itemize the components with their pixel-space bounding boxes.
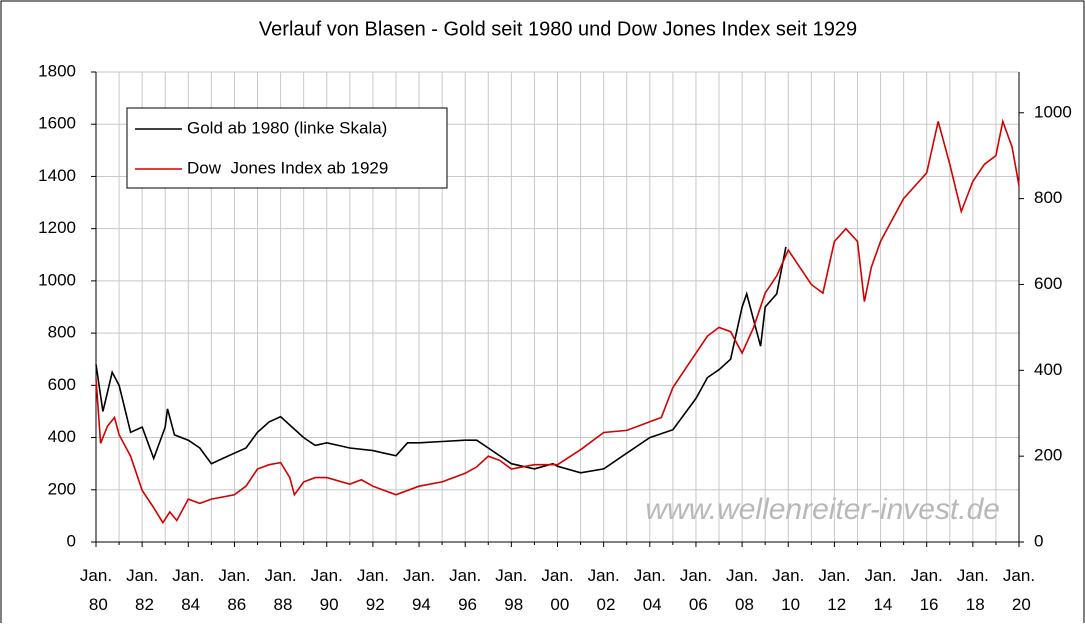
x-tick-label-line: Jan. xyxy=(541,566,573,585)
x-tick-label-line: 20 xyxy=(1007,595,1031,614)
x-tick-label: Jan. 12 xyxy=(818,566,850,614)
x-tick-label: Jan. 86 xyxy=(218,566,250,614)
x-tick-label: Jan. 08 xyxy=(726,566,758,614)
x-tick-label-line: Jan. xyxy=(218,566,250,585)
x-tick-label: Jan. 98 xyxy=(495,566,527,614)
y-tick-label: 600 xyxy=(48,375,76,394)
watermark: www.wellenreiter-invest.de xyxy=(645,493,1000,526)
y-tick-label: 1600 xyxy=(38,114,76,133)
x-tick-label: Jan. 00 xyxy=(541,566,573,614)
x-tick-label: Jan. 92 xyxy=(357,566,389,614)
x-tick-label-line: 18 xyxy=(961,595,985,614)
y2-tick-label: 200 xyxy=(1034,446,1062,465)
y2-tick-label: 400 xyxy=(1034,360,1062,379)
x-tick-label-line: Jan. xyxy=(772,566,804,585)
x-tick-label-line: Jan. xyxy=(634,566,666,585)
x-tick-label-line: 06 xyxy=(684,595,708,614)
legend-label: Dow Jones Index ab 1929 xyxy=(187,158,388,177)
x-tick-label-line: Jan. xyxy=(864,566,896,585)
x-tick-label-line: Jan. xyxy=(818,566,850,585)
x-tick-label: Jan. 02 xyxy=(588,566,620,614)
x-tick-label-line: 10 xyxy=(776,595,800,614)
x-tick-label-line: 84 xyxy=(176,595,200,614)
x-tick-label: Jan. 80 xyxy=(80,566,112,614)
x-tick-label-line: 16 xyxy=(915,595,939,614)
x-tick-label-line: 02 xyxy=(592,595,616,614)
x-tick-label-line: 82 xyxy=(130,595,154,614)
x-tick-label: Jan. 90 xyxy=(311,566,343,614)
x-tick-label: Jan. 16 xyxy=(911,566,943,614)
x-tick-label-line: Jan. xyxy=(449,566,481,585)
y2-tick-label: 0 xyxy=(1034,531,1043,550)
y-tick-label: 1800 xyxy=(38,61,76,80)
x-tick-label-line: Jan. xyxy=(172,566,204,585)
x-tick-label: Jan. 20 xyxy=(1003,566,1035,614)
legend-label: Gold ab 1980 (linke Skala) xyxy=(187,118,387,137)
x-tick-label-line: Jan. xyxy=(588,566,620,585)
x-tick-label-line: 00 xyxy=(546,595,570,614)
x-tick-label-line: 94 xyxy=(407,595,431,614)
x-tick-label-line: Jan. xyxy=(311,566,343,585)
x-tick-label-line: Jan. xyxy=(403,566,435,585)
x-tick-label-line: 92 xyxy=(361,595,385,614)
x-tick-label-line: Jan. xyxy=(1003,566,1035,585)
y-tick-label: 0 xyxy=(67,531,76,550)
legend-box xyxy=(126,107,448,189)
x-tick-label-line: Jan. xyxy=(957,566,989,585)
y2-tick-label: 600 xyxy=(1034,274,1062,293)
x-tick-label-line: 90 xyxy=(315,595,339,614)
y-tick-label: 200 xyxy=(48,479,76,498)
y2-tick-label: 1000 xyxy=(1034,102,1072,121)
data-line xyxy=(95,118,1020,525)
x-tick-label: Jan. 82 xyxy=(126,566,158,614)
x-tick-label-line: 88 xyxy=(269,595,293,614)
x-tick-label: Jan. 14 xyxy=(864,566,896,614)
x-tick-label-line: 14 xyxy=(869,595,893,614)
x-tick-label-line: Jan. xyxy=(726,566,758,585)
data-line xyxy=(95,246,787,474)
x-tick-label: Jan. 06 xyxy=(680,566,712,614)
x-tick-label: Jan. 18 xyxy=(957,566,989,614)
x-tick-label: Jan. 96 xyxy=(449,566,481,614)
y-tick-label: 1000 xyxy=(38,270,76,289)
x-tick-label-line: Jan. xyxy=(126,566,158,585)
y-tick-label: 800 xyxy=(48,323,76,342)
x-tick-label-line: Jan. xyxy=(680,566,712,585)
chart-title: Verlauf von Blasen - Gold seit 1980 und … xyxy=(259,18,857,40)
x-tick-label-line: Jan. xyxy=(80,566,112,585)
x-tick-label-line: 98 xyxy=(500,595,524,614)
x-tick-label-line: Jan. xyxy=(357,566,389,585)
x-tick-label-line: 86 xyxy=(223,595,247,614)
x-tick-label-line: 80 xyxy=(84,595,108,614)
x-tick-label-line: 96 xyxy=(453,595,477,614)
x-tick-label: Jan. 10 xyxy=(772,566,804,614)
x-tick-label-line: 12 xyxy=(823,595,847,614)
x-tick-label: Jan. 88 xyxy=(265,566,297,614)
x-tick-label-line: 08 xyxy=(730,595,754,614)
x-tick-label: Jan. 04 xyxy=(634,566,666,614)
y-tick-label: 1400 xyxy=(38,166,76,185)
x-tick-label-line: Jan. xyxy=(265,566,297,585)
y-tick-label: 1200 xyxy=(38,218,76,237)
y-tick-label: 400 xyxy=(48,427,76,446)
x-tick-label-line: Jan. xyxy=(495,566,527,585)
x-tick-label-line: Jan. xyxy=(911,566,943,585)
x-tick-label-line: 04 xyxy=(638,595,662,614)
y2-tick-label: 800 xyxy=(1034,188,1062,207)
x-tick-label: Jan. 94 xyxy=(403,566,435,614)
x-tick-label: Jan. 84 xyxy=(172,566,204,614)
